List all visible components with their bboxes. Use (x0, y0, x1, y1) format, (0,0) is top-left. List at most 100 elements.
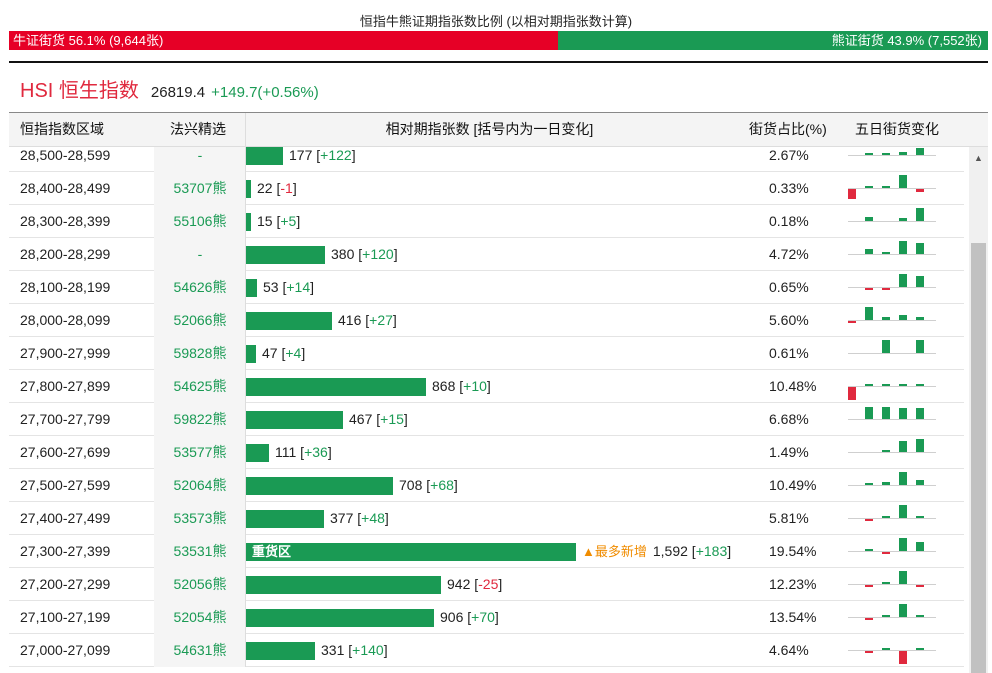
row-pick-link[interactable]: 55106熊 (154, 205, 246, 238)
row-range: 28,100-28,199 (20, 279, 111, 295)
five-day-sparkline (846, 239, 941, 270)
five-day-bar (865, 249, 873, 254)
count-value: 331 (321, 642, 345, 658)
row-count-cell: 22 [-1] (245, 172, 745, 205)
count-bar (246, 213, 251, 231)
count-label: 377 [+48] (330, 510, 389, 526)
row-pick-link[interactable]: 54631熊 (154, 634, 246, 667)
row-pick-link[interactable]: 52056熊 (154, 568, 246, 601)
row-pick-link[interactable]: 52064熊 (154, 469, 246, 502)
five-day-sparkline (846, 569, 941, 600)
five-day-bar (865, 519, 873, 521)
bull-bear-ratio-bar: 牛证街货 56.1% (9,644张) 熊证街货 43.9% (7,552张) (9, 31, 988, 50)
row-ratio: 10.49% (769, 477, 817, 493)
count-delta: +5 (280, 213, 297, 229)
count-value: 380 (331, 246, 355, 262)
count-label: 942 [-25] (447, 576, 503, 592)
row-ratio: 10.48% (769, 378, 817, 394)
scroll-thumb[interactable] (971, 243, 986, 673)
row-count-cell: 331 [+140] (245, 634, 745, 667)
row-range: 28,000-28,099 (20, 312, 111, 328)
five-day-bar (882, 648, 890, 650)
count-label: 708 [+68] (399, 477, 458, 493)
row-pick-link[interactable]: 53531熊 (154, 535, 246, 568)
row-range: 28,300-28,399 (20, 213, 111, 229)
count-bar (246, 576, 441, 594)
row-range: 27,000-27,099 (20, 642, 111, 658)
row-count-cell: 15 [+5] (245, 205, 745, 238)
five-day-bar (916, 340, 924, 353)
table-row: 27,900-27,999 59828熊 47 [+4] 0.61% (9, 337, 964, 370)
index-name: HSI 恒生指数 (20, 80, 139, 102)
five-day-bar (916, 208, 924, 221)
row-ratio: 5.81% (769, 510, 809, 526)
row-ratio: 12.23% (769, 576, 817, 592)
five-day-bar (882, 516, 890, 518)
five-day-bar (916, 408, 924, 419)
five-day-bar (916, 480, 924, 485)
five-day-bar (899, 441, 907, 452)
count-bar (246, 180, 251, 198)
five-day-bar (882, 186, 890, 188)
row-pick-link[interactable]: 59828熊 (154, 337, 246, 370)
table-scrollbar[interactable]: ▲ (969, 147, 988, 673)
row-ratio: 4.72% (769, 246, 809, 262)
header-five-day: 五日街货变化 (855, 121, 939, 137)
count-bar (246, 147, 283, 165)
index-price: 26819.4 (150, 84, 206, 101)
five-day-sparkline (846, 470, 941, 501)
row-range: 27,400-27,499 (20, 510, 111, 526)
five-day-bar (865, 186, 873, 188)
row-pick-link[interactable]: 54625熊 (154, 370, 246, 403)
row-pick-link[interactable]: 52054熊 (154, 601, 246, 634)
row-range: 28,200-28,299 (20, 246, 111, 262)
five-day-bar (899, 604, 907, 617)
row-pick-link[interactable]: 53573熊 (154, 502, 246, 535)
count-bar (246, 312, 332, 330)
most-added-tag: ▲最多新增 (582, 544, 647, 559)
row-ratio: 19.54% (769, 543, 817, 559)
count-value: 868 (432, 378, 456, 394)
row-ratio: 5.60% (769, 312, 809, 328)
count-label: 467 [+15] (349, 411, 408, 427)
row-pick-link[interactable]: 59822熊 (154, 403, 246, 436)
row-range: 27,200-27,299 (20, 576, 111, 592)
row-count-cell: 177 [+122] (245, 147, 745, 172)
table-row: 27,700-27,799 59822熊 467 [+15] 6.68% (9, 403, 964, 436)
five-day-bar (865, 153, 873, 155)
count-value: 22 (257, 180, 273, 196)
table-row: 27,000-27,099 54631熊 331 [+140] 4.64% (9, 634, 964, 667)
five-day-bar (865, 288, 873, 290)
five-day-bar (916, 243, 924, 254)
count-value: 942 (447, 576, 471, 592)
count-bar (246, 411, 343, 429)
row-pick-link[interactable]: 53707熊 (154, 172, 246, 205)
count-delta: +183 (695, 543, 728, 559)
count-label: 177 [+122] (289, 147, 356, 163)
table-row: 28,300-28,399 55106熊 15 [+5] 0.18% (9, 205, 964, 238)
row-count-cell: 111 [+36] (245, 436, 745, 469)
count-delta: -1 (280, 180, 293, 196)
count-delta: +70 (471, 609, 495, 625)
row-pick-link: - (154, 147, 246, 172)
row-pick-link[interactable]: 52066熊 (154, 304, 246, 337)
scroll-up-arrow-icon[interactable]: ▲ (974, 153, 983, 163)
five-day-bar (899, 408, 907, 419)
five-day-bar (865, 585, 873, 587)
count-bar (246, 345, 256, 363)
row-count-cell: 53 [+14] (245, 271, 745, 304)
five-day-sparkline (846, 173, 941, 204)
five-day-bar (916, 585, 924, 587)
count-delta: -25 (478, 576, 499, 592)
five-day-bar (882, 317, 890, 320)
ratio-title: 恒指牛熊证期指张数比例 (以相对期指张数计算) (359, 14, 633, 29)
row-pick-link[interactable]: 53577熊 (154, 436, 246, 469)
row-count-cell: 47 [+4] (245, 337, 745, 370)
five-day-bar (865, 217, 873, 221)
count-delta: +120 (362, 246, 394, 262)
five-day-bar (848, 189, 856, 199)
five-day-sparkline (846, 503, 941, 534)
row-pick-link[interactable]: 54626熊 (154, 271, 246, 304)
five-day-bar (882, 407, 890, 419)
five-day-bar (916, 615, 924, 617)
